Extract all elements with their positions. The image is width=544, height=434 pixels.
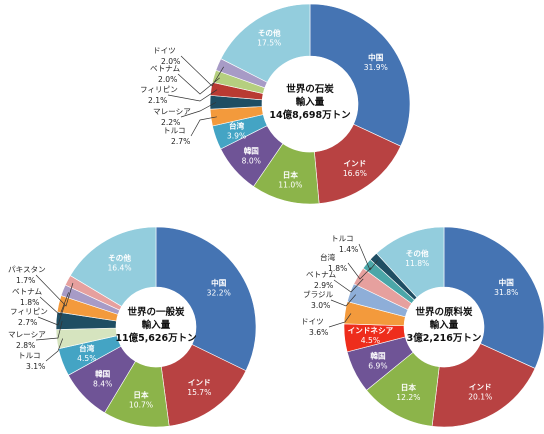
coking-slice-11-value-label: 11.8% bbox=[405, 259, 429, 268]
center-label-coking-1: 世界の原料炭 bbox=[415, 306, 473, 318]
coal-slice-11-name-label: その他 bbox=[258, 28, 281, 38]
coking-slice-3-name-label: 日本 bbox=[401, 382, 417, 392]
coal-slice-6-name-label: トルコ bbox=[163, 126, 186, 135]
coking-slice-4-name-label: 韓国 bbox=[370, 350, 386, 360]
thermal-slice-1-name-label: 中国 bbox=[211, 278, 227, 288]
coking-slice-3-value-label: 12.2% bbox=[396, 393, 420, 402]
coking-slice-8-name-label: ベトナム bbox=[306, 270, 337, 279]
coking-slice-1-name-label: 中国 bbox=[499, 277, 515, 287]
coal-slice-10-value-label: 2.0% bbox=[161, 57, 180, 66]
coal-slice-3-value-label: 11.0% bbox=[278, 180, 302, 189]
thermal-slice-11-name-label: その他 bbox=[108, 253, 131, 263]
coal-slice-3-name-label: 日本 bbox=[283, 169, 299, 179]
coal-slice-9-leader-line bbox=[177, 73, 220, 95]
coal-slice-7-leader-line bbox=[180, 102, 217, 118]
coking-slice-1-value-label: 31.8% bbox=[494, 288, 518, 297]
coking-slice-6-name-label: ドイツ bbox=[301, 317, 324, 326]
coking-slice-10-value-label: 1.4% bbox=[339, 245, 358, 254]
thermal-slice-8-value-label: 2.7% bbox=[18, 318, 37, 327]
center-label-thermal-1: 世界の一般炭 bbox=[127, 306, 185, 318]
coal-slice-8-value-label: 2.1% bbox=[148, 96, 167, 105]
coal-slice-1 bbox=[309, 3, 411, 147]
thermal-slice-8-leader-line bbox=[37, 304, 65, 326]
coal-slice-9-value-label: 2.0% bbox=[158, 75, 177, 84]
thermal-slice-7-leader-line bbox=[35, 321, 63, 341]
coal-slice-8-name-label: フィリピン bbox=[140, 85, 178, 94]
coking-slice-6-leader-line bbox=[328, 313, 352, 328]
thermal-slice-5-value-label: 4.5% bbox=[77, 354, 96, 363]
coking-slice-7-leader-line bbox=[330, 294, 357, 307]
center-label-thermal-3: 11億5,626万トン bbox=[115, 332, 196, 344]
coal-slice-1-value-label: 31.9% bbox=[364, 63, 388, 72]
coal-slice-7-name-label: マレーシア bbox=[153, 107, 191, 116]
coal-slice-7-value-label: 2.2% bbox=[161, 118, 180, 127]
center-label-coking-2: 輸入量 bbox=[430, 319, 459, 331]
donut-center-coal bbox=[262, 56, 358, 152]
coal-slice-10-leader-line bbox=[180, 55, 224, 87]
coal-slice-1-name-label: 中国 bbox=[368, 52, 384, 62]
coking-slice-8-leader-line bbox=[333, 278, 364, 293]
thermal-slice-4-value-label: 8.4% bbox=[93, 379, 112, 388]
center-label-thermal-2: 輸入量 bbox=[142, 319, 171, 331]
coal-slice-11-value-label: 17.5% bbox=[257, 39, 281, 48]
coal-slice-9-name-label: ベトナム bbox=[150, 64, 181, 73]
coal-slice-4-value-label: 8.0% bbox=[242, 156, 261, 165]
thermal-slice-10-value-label: 1.7% bbox=[16, 276, 35, 285]
coal-slice-2-value-label: 16.6% bbox=[343, 169, 367, 178]
thermal-slice-7-name-label: マレーシア bbox=[8, 330, 46, 339]
coking-slice-5-value-label: 4.5% bbox=[361, 336, 380, 345]
thermal-slice-5-name-label: 台湾 bbox=[79, 343, 95, 353]
thermal-slice-3-name-label: 日本 bbox=[133, 389, 149, 399]
donut-center-coking bbox=[404, 287, 484, 367]
coal-slice-6-value-label: 2.7% bbox=[171, 137, 190, 146]
center-label-coal-1: 世界の石炭 bbox=[286, 83, 334, 95]
coking-slice-2-name-label: インド bbox=[469, 383, 492, 392]
thermal-slice-4-name-label: 韓国 bbox=[95, 368, 111, 378]
donut-center-thermal bbox=[116, 287, 196, 367]
thermal-slice-9-leader-line bbox=[39, 292, 69, 316]
coking-slice-9-value-label: 1.8% bbox=[328, 264, 347, 273]
thermal-slice-3-value-label: 10.7% bbox=[129, 400, 153, 409]
center-label-coal-2: 輸入量 bbox=[296, 96, 325, 108]
thermal-slice-2-name-label: インド bbox=[188, 378, 211, 387]
coking-slice-10-leader-line bbox=[358, 243, 378, 271]
thermal-slice-10-name-label: パキスタン bbox=[8, 265, 46, 274]
coking-slice-5-name-label: インドネシア bbox=[348, 326, 394, 335]
coal-slice-4-name-label: 韓国 bbox=[244, 145, 260, 155]
coking-slice-2-value-label: 20.1% bbox=[468, 393, 492, 402]
coking-slice-6-value-label: 3.6% bbox=[309, 328, 328, 337]
coal-slice-10-name-label: ドイツ bbox=[153, 46, 176, 55]
coking-slice-9-leader-line bbox=[347, 262, 372, 280]
coking-slice-7-value-label: 3.0% bbox=[311, 301, 330, 310]
thermal-slice-11-value-label: 16.4% bbox=[107, 264, 131, 273]
thermal-slice-6-value-label: 3.1% bbox=[26, 362, 45, 371]
center-label-coking-3: 3億2,216万トン bbox=[407, 332, 482, 344]
thermal-slice-2-value-label: 15.7% bbox=[187, 388, 211, 397]
coking-slice-4-value-label: 6.9% bbox=[368, 361, 387, 370]
coal-slice-5-name-label: 台湾 bbox=[229, 120, 245, 130]
coking-slice-9-name-label: 台湾 bbox=[320, 252, 336, 262]
coking-slice-7-name-label: ブラジル bbox=[303, 289, 334, 299]
coking-slice-10-name-label: トルコ bbox=[331, 234, 354, 243]
thermal-slice-9-value-label: 1.8% bbox=[20, 298, 39, 307]
coal-slice-6-leader-line bbox=[190, 116, 217, 137]
coking-slice-11-name-label: その他 bbox=[406, 248, 429, 258]
thermal-slice-6-leader-line bbox=[45, 338, 64, 362]
thermal-slice-10-leader-line bbox=[35, 274, 74, 307]
coal-slice-2-name-label: インド bbox=[343, 159, 366, 168]
coal-slice-8-leader-line bbox=[167, 89, 218, 102]
center-label-coal-3: 14億8,698万トン bbox=[269, 109, 350, 121]
thermal-slice-8-name-label: フィリピン bbox=[10, 307, 48, 316]
coal-slice-5-value-label: 3.9% bbox=[227, 131, 246, 140]
thermal-slice-6-name-label: トルコ bbox=[18, 351, 41, 360]
thermal-slice-9-name-label: ベトナム bbox=[12, 287, 43, 296]
thermal-slice-7-value-label: 2.8% bbox=[16, 341, 35, 350]
coking-slice-8-value-label: 2.9% bbox=[314, 281, 333, 290]
thermal-slice-1-value-label: 32.2% bbox=[207, 289, 231, 298]
